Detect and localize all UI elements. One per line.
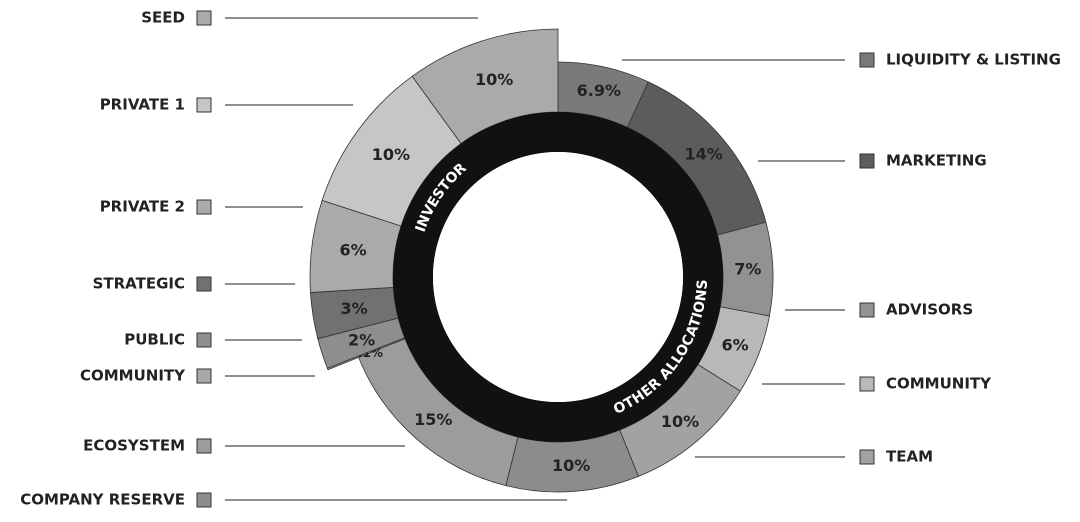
legend-label: COMMUNITY — [886, 375, 992, 393]
value-label: 2% — [348, 330, 375, 349]
value-label: 10% — [552, 456, 590, 475]
group-ring — [393, 112, 723, 442]
legend-swatch — [859, 376, 875, 392]
legend-label: SEED — [141, 9, 185, 27]
legend-label: PRIVATE 1 — [100, 96, 185, 114]
legend-swatch — [196, 332, 212, 348]
legend-label: ADVISORS — [886, 301, 973, 319]
legend-label: PUBLIC — [124, 331, 185, 349]
donut-hole — [433, 152, 683, 402]
value-label: 10% — [475, 70, 513, 89]
value-label: 7% — [734, 259, 761, 278]
legend-swatch — [196, 438, 212, 454]
legend-label: COMPANY RESERVE — [20, 491, 185, 509]
legend-label: MARKETING — [886, 152, 987, 170]
legend-swatch — [859, 52, 875, 68]
legend-swatch — [859, 153, 875, 169]
legend-label: TEAM — [886, 448, 933, 466]
legend-label: COMMUNITY — [80, 367, 186, 385]
value-label: 14% — [684, 144, 722, 163]
legend-swatch — [859, 302, 875, 318]
value-label: 15% — [414, 410, 452, 429]
value-label: 6% — [340, 241, 367, 260]
value-label: 3% — [340, 299, 367, 318]
value-label: 10% — [372, 145, 410, 164]
value-label: 6.9% — [577, 81, 621, 100]
legend-swatch — [196, 368, 212, 384]
value-label: 6% — [722, 335, 749, 354]
legend-swatch — [196, 199, 212, 215]
legend-label: PRIVATE 2 — [100, 198, 185, 216]
value-label: 10% — [661, 412, 699, 431]
legend-label: LIQUIDITY & LISTING — [886, 51, 1061, 69]
legend-label: ECOSYSTEM — [83, 437, 185, 455]
legend-swatch — [196, 276, 212, 292]
legend-label: STRATEGIC — [93, 275, 185, 293]
legend-swatch — [196, 97, 212, 113]
legend-swatch — [859, 449, 875, 465]
legend-swatch — [196, 10, 212, 26]
legend-swatch — [196, 492, 212, 508]
